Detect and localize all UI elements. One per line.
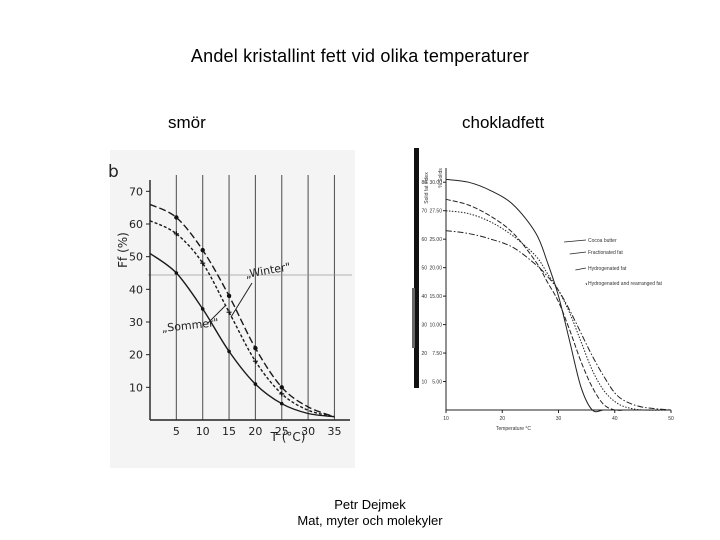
y-tick-label: 60	[129, 218, 143, 231]
y-tick-label-left: 30	[421, 323, 427, 329]
data-point	[252, 358, 258, 364]
data-point	[227, 349, 231, 354]
data-point	[174, 271, 179, 275]
y-tick-label-left: 60	[421, 237, 427, 243]
legend-label: Fractionated fat	[588, 250, 623, 256]
data-point	[200, 307, 205, 311]
x-axis-label: Temperature °C	[496, 426, 531, 432]
scan-edge-shadow	[412, 288, 415, 348]
y-tick-label-left: 50	[421, 266, 427, 272]
legend-pointer	[569, 251, 587, 255]
series-line	[149, 252, 335, 418]
data-point	[279, 391, 285, 397]
footer: Petr Dejmek Mat, myter och molekyler	[260, 497, 480, 529]
panel-letter: b	[108, 162, 119, 182]
sommer-annotation: „Sommer"	[161, 316, 219, 335]
y-tick-label: 50	[129, 251, 143, 264]
x-tick-label: 20	[499, 416, 505, 422]
y-tick-label: 10	[129, 381, 143, 394]
data-point	[226, 309, 232, 315]
y-tick-label-right: 10.00	[429, 323, 442, 329]
y-tick-label-right: 5.00	[432, 380, 442, 386]
y-tick-label: 70	[129, 185, 143, 198]
y-tick-label-right: 25.00	[429, 237, 442, 243]
data-point	[200, 260, 206, 266]
x-tick-label: 25	[275, 425, 289, 438]
chocolate-panel-label: chokladfett	[462, 113, 545, 132]
y-tick-label-right: 15.00	[429, 294, 442, 300]
winter-pointer	[230, 282, 253, 318]
x-tick-label: 10	[443, 416, 449, 422]
legend-pointer	[575, 267, 587, 271]
footer-author: Petr Dejmek	[334, 497, 406, 512]
y-tick-label-right: 30.00	[429, 180, 442, 186]
series-line	[445, 230, 672, 411]
y-tick-label-left: 80	[421, 180, 427, 186]
x-tick-label: 5	[173, 425, 180, 438]
x-axis-label: T (°C)	[270, 430, 306, 444]
footer-book: Mat, myter och molekyler	[297, 513, 443, 528]
x-tick-label: 50	[668, 416, 674, 422]
series-line	[445, 210, 672, 411]
y-tick-label: 30	[129, 316, 143, 329]
y-tick-label: 20	[129, 349, 143, 362]
x-tick-label: 40	[612, 416, 618, 422]
y-tick-label-left: 70	[421, 209, 427, 215]
series-line	[149, 203, 335, 418]
x-tick-label: 15	[222, 425, 236, 438]
legend-pointer	[564, 239, 587, 243]
slide-title: Andel kristallint fett vid olika tempera…	[190, 46, 530, 66]
y-axis-label: Ff (%)	[116, 232, 130, 268]
x-tick-label: 30	[556, 416, 562, 422]
y-tick-label-right: 20.00	[429, 266, 442, 272]
x-tick-label: 35	[327, 425, 341, 438]
butter-chart: 10 20 30 40 50 60 70 5 10 15 20 25 30 35 b Ff (%) T (°C)…	[108, 150, 355, 468]
y-tick-label-right: 27.50	[429, 209, 442, 215]
legend-pointer	[585, 282, 588, 286]
x-tick-label: 20	[248, 425, 262, 438]
sommer-pointer	[207, 304, 227, 324]
data-point	[173, 231, 179, 237]
data-point	[253, 345, 258, 351]
y-tick-label-left: 40	[421, 294, 427, 300]
x-tick-label: 30	[301, 425, 315, 438]
y-axis-label-right: % Solids	[438, 168, 444, 188]
butter-panel-label: smör	[168, 113, 206, 132]
series-line	[149, 220, 335, 418]
y-tick-label-right: 7.50	[432, 351, 442, 357]
series-line	[445, 178, 671, 413]
series-line	[445, 198, 671, 411]
y-tick-label: 40	[129, 283, 143, 296]
y-tick-label-left: 10	[421, 380, 427, 386]
data-point	[200, 247, 205, 253]
x-tick-label: 10	[196, 425, 210, 438]
y-axis-label-left: Solid fat index	[424, 172, 430, 204]
scan-edge	[414, 148, 419, 388]
legend-label: Hydrogenated fat	[588, 266, 627, 272]
legend-label: Cocoa butter	[588, 238, 617, 244]
data-point	[279, 401, 284, 406]
data-point	[174, 215, 179, 220]
legend-label: Hydrogenated and rearranged fat	[588, 281, 663, 287]
data-point	[279, 385, 284, 390]
y-tick-label-left: 20	[421, 351, 427, 357]
data-point	[226, 293, 232, 299]
data-point	[253, 382, 258, 386]
